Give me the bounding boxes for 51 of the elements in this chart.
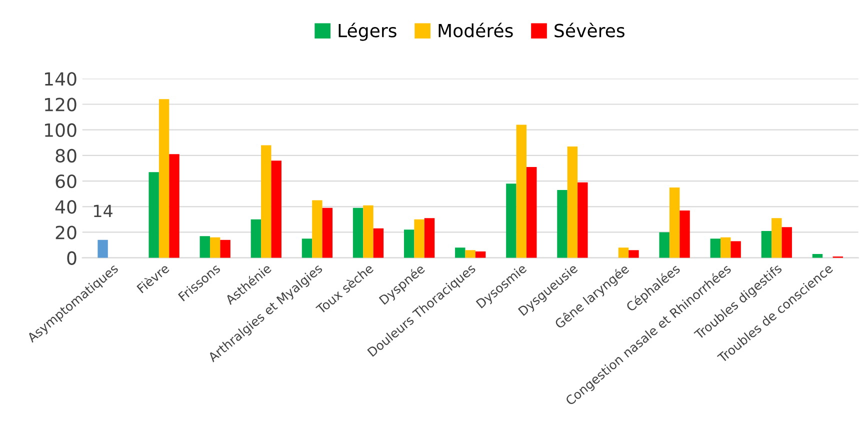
bar — [200, 236, 210, 258]
bar — [158, 99, 170, 258]
bar — [261, 145, 272, 258]
data-label: 14 — [94, 204, 112, 217]
bar — [475, 251, 486, 258]
bar — [169, 154, 180, 258]
bar — [557, 190, 568, 258]
bar — [363, 205, 374, 258]
bar — [424, 218, 435, 258]
bar — [669, 187, 680, 258]
legend-label: Modérés — [438, 22, 513, 38]
bar — [772, 218, 782, 258]
bar — [210, 237, 220, 258]
bar — [628, 250, 639, 258]
y-tick-label: 40 — [55, 200, 76, 214]
bar — [322, 208, 333, 258]
bar — [98, 240, 108, 258]
bar — [465, 250, 476, 258]
y-tick-label: 80 — [56, 148, 76, 163]
bar — [404, 230, 414, 258]
bar — [220, 240, 230, 258]
bar — [148, 172, 159, 258]
bar — [567, 146, 578, 258]
bar — [250, 219, 262, 258]
bar — [730, 241, 741, 258]
bar — [720, 237, 731, 258]
bar — [618, 248, 629, 258]
bar — [373, 228, 384, 258]
bar — [455, 248, 466, 258]
y-tick-label: 140 — [45, 72, 76, 86]
y-tick-label: 120 — [45, 98, 76, 112]
bar — [659, 232, 670, 258]
bar — [414, 219, 424, 258]
bar — [710, 238, 720, 258]
bar — [352, 208, 364, 258]
bar — [516, 124, 527, 258]
bar — [526, 166, 537, 258]
y-tick-label: 60 — [56, 174, 76, 188]
legend-label: Sévères — [554, 22, 624, 38]
y-tick-label: 100 — [45, 123, 76, 137]
y-tick-label: 0 — [67, 251, 76, 265]
legend-label: Légers — [338, 22, 396, 41]
bar — [271, 160, 282, 258]
bar — [302, 238, 312, 258]
bar — [761, 230, 772, 258]
bar — [312, 200, 322, 258]
bar — [578, 182, 588, 258]
bar — [782, 227, 792, 258]
y-tick-label: 20 — [56, 226, 76, 240]
bar — [506, 184, 516, 258]
bar — [680, 210, 690, 258]
